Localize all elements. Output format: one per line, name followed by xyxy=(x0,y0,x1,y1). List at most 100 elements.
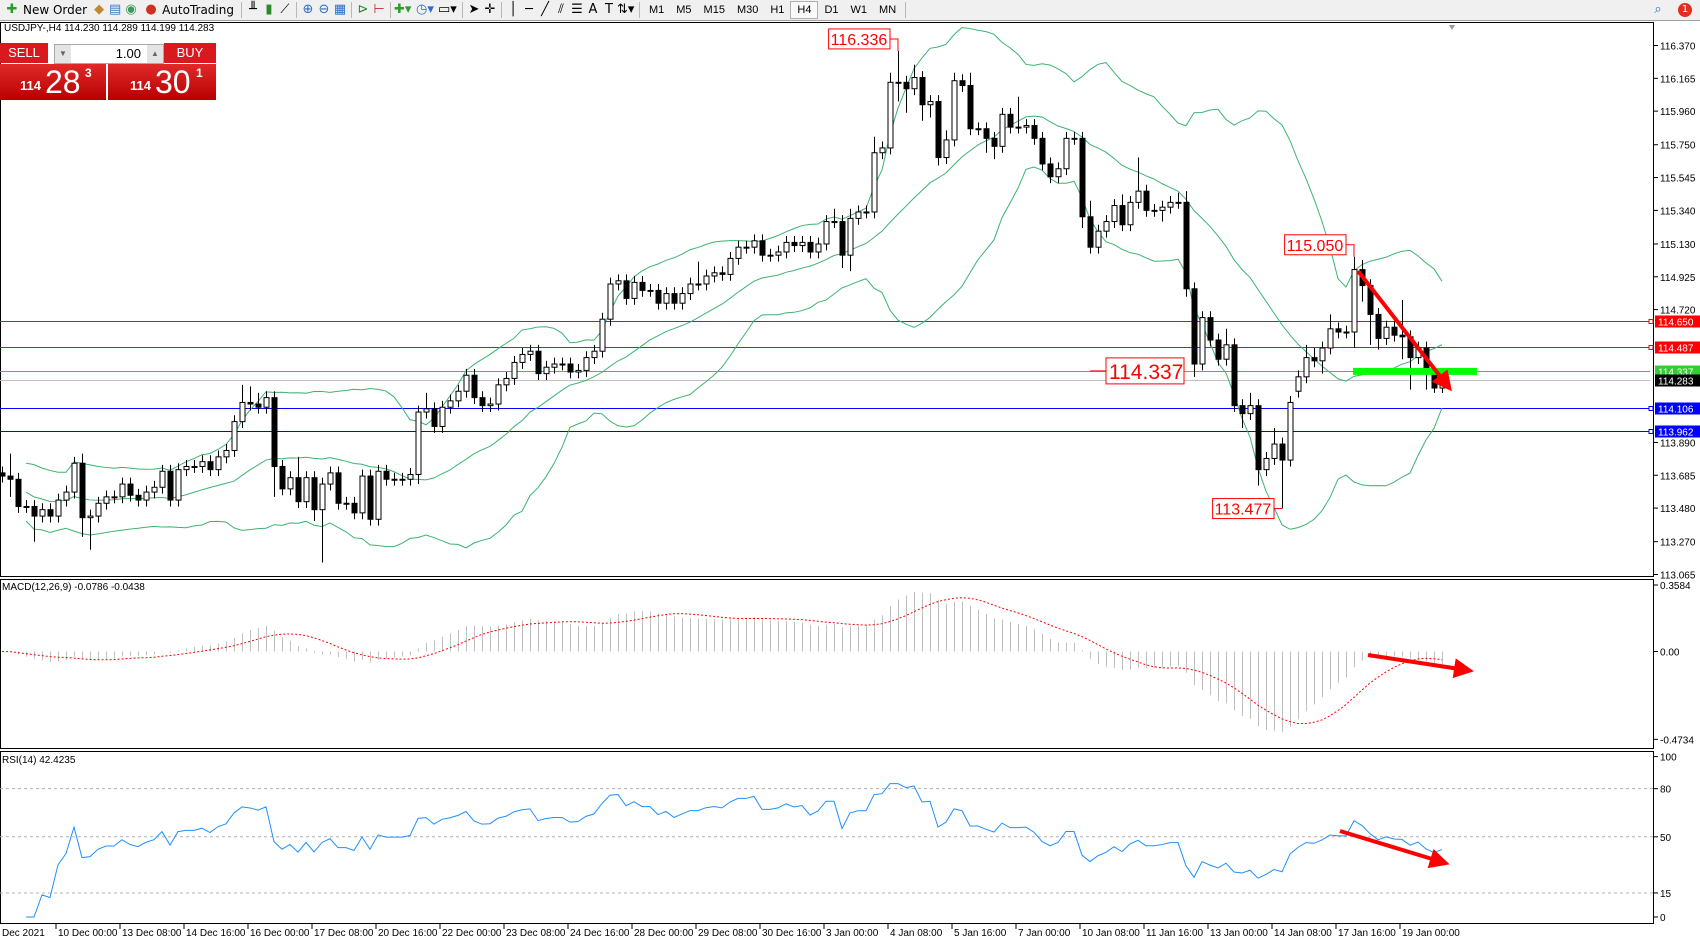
candlestick-chart-icon[interactable]: ▮ xyxy=(265,2,273,17)
candle[interactable] xyxy=(351,496,358,520)
chart-shift-icon[interactable]: ⊢ xyxy=(373,2,385,17)
timeframe-m30[interactable]: M30 xyxy=(736,4,759,16)
timeframe-m15[interactable]: M15 xyxy=(703,4,725,16)
candle[interactable] xyxy=(1023,119,1030,134)
market-watch-icon[interactable]: ◆ xyxy=(94,2,105,17)
candle[interactable] xyxy=(1223,328,1230,366)
candle[interactable] xyxy=(895,50,902,102)
chart-shift-marker-icon[interactable] xyxy=(1449,25,1455,30)
candle[interactable] xyxy=(295,456,302,509)
candle[interactable] xyxy=(503,372,510,392)
candle[interactable] xyxy=(207,455,214,477)
candle[interactable] xyxy=(71,456,78,499)
macd-downtrend-arrow[interactable] xyxy=(1367,653,1474,679)
candle[interactable] xyxy=(911,64,918,96)
candle[interactable] xyxy=(823,215,830,251)
candle[interactable] xyxy=(1239,399,1246,429)
text-label-icon[interactable]: T xyxy=(605,2,613,17)
candle[interactable] xyxy=(87,509,94,550)
candle[interactable] xyxy=(247,386,254,411)
candle[interactable] xyxy=(7,453,14,497)
candle[interactable] xyxy=(15,472,22,513)
arrows-icon[interactable]: ⇅▾ xyxy=(616,2,635,17)
candle[interactable] xyxy=(855,205,862,225)
candle[interactable] xyxy=(1231,338,1238,413)
candle[interactable] xyxy=(535,344,542,381)
candle[interactable] xyxy=(127,477,134,502)
candle[interactable] xyxy=(479,391,486,413)
candle[interactable] xyxy=(1351,256,1358,349)
buy-button[interactable]: BUY xyxy=(164,43,216,63)
candle[interactable] xyxy=(1383,320,1390,345)
candle[interactable] xyxy=(1255,399,1262,486)
notification-badge[interactable]: 1 xyxy=(1678,3,1692,17)
candle[interactable] xyxy=(399,472,406,486)
candle[interactable] xyxy=(719,266,726,281)
autotrading-button[interactable]: ● AutoTrading xyxy=(139,1,238,19)
candle[interactable] xyxy=(1191,282,1198,377)
candle[interactable] xyxy=(255,392,262,414)
candle[interactable] xyxy=(703,269,710,291)
line-handle-icon[interactable] xyxy=(1648,429,1654,434)
candle[interactable] xyxy=(1391,320,1398,342)
candle[interactable] xyxy=(887,72,894,155)
candle[interactable] xyxy=(583,351,590,377)
lot-decrease-icon[interactable]: ▼ xyxy=(55,45,71,63)
line-handle-icon[interactable] xyxy=(1648,406,1654,411)
candle[interactable] xyxy=(1151,203,1158,217)
candle[interactable] xyxy=(1159,200,1166,222)
candle[interactable] xyxy=(607,277,614,326)
candle[interactable] xyxy=(1103,215,1110,238)
candle[interactable] xyxy=(967,72,974,136)
candle[interactable] xyxy=(1071,131,1078,145)
candle[interactable] xyxy=(199,455,206,473)
candle[interactable] xyxy=(31,500,38,542)
text-icon[interactable]: A xyxy=(588,2,598,17)
candle[interactable] xyxy=(1007,107,1014,134)
candle[interactable] xyxy=(807,235,814,259)
candle[interactable] xyxy=(327,466,334,491)
candle[interactable] xyxy=(623,274,630,305)
candle[interactable] xyxy=(1295,370,1302,398)
horizontal-line-icon[interactable]: ─ xyxy=(525,2,533,17)
candle[interactable] xyxy=(999,107,1006,153)
candle[interactable] xyxy=(279,460,286,496)
candle[interactable] xyxy=(1047,157,1054,184)
price-callout-box[interactable] xyxy=(1284,234,1347,256)
candle[interactable] xyxy=(871,136,878,219)
candle[interactable] xyxy=(1247,392,1254,421)
lot-size-input[interactable]: ▼ 1.00 ▲ xyxy=(54,44,164,64)
candle[interactable] xyxy=(303,471,310,509)
line-handle-icon[interactable] xyxy=(1648,345,1654,350)
candle[interactable] xyxy=(143,485,150,507)
candle[interactable] xyxy=(439,400,446,433)
candle[interactable] xyxy=(151,480,158,499)
candle[interactable] xyxy=(927,95,934,118)
sell-price-button[interactable]: 114 28 3 xyxy=(0,64,106,100)
candle[interactable] xyxy=(735,240,742,265)
candle[interactable] xyxy=(1143,184,1150,217)
candle[interactable] xyxy=(639,275,646,297)
candle[interactable] xyxy=(383,464,390,486)
candle[interactable] xyxy=(271,391,278,497)
timeframe-d1[interactable]: D1 xyxy=(824,4,839,16)
periods-icon[interactable]: ◷▾ xyxy=(415,2,434,17)
zoom-out-icon[interactable]: ⊖ xyxy=(318,2,330,17)
timeframe-h4[interactable]: H4 xyxy=(790,1,819,19)
candle[interactable] xyxy=(1215,333,1222,366)
candle[interactable] xyxy=(47,503,54,523)
candle[interactable] xyxy=(159,464,166,494)
candle[interactable] xyxy=(815,237,822,259)
candle[interactable] xyxy=(175,463,182,507)
trendline-icon[interactable]: ╱ xyxy=(541,2,549,17)
price-downtrend-arrow[interactable] xyxy=(1356,269,1452,392)
candle[interactable] xyxy=(1335,322,1342,339)
candle[interactable] xyxy=(1279,437,1286,509)
candle[interactable] xyxy=(991,131,998,160)
candle[interactable] xyxy=(1055,162,1062,184)
candle[interactable] xyxy=(543,360,550,381)
bar-chart-icon[interactable]: ╨ xyxy=(249,2,257,17)
candle[interactable] xyxy=(375,464,382,526)
candle[interactable] xyxy=(847,208,854,272)
